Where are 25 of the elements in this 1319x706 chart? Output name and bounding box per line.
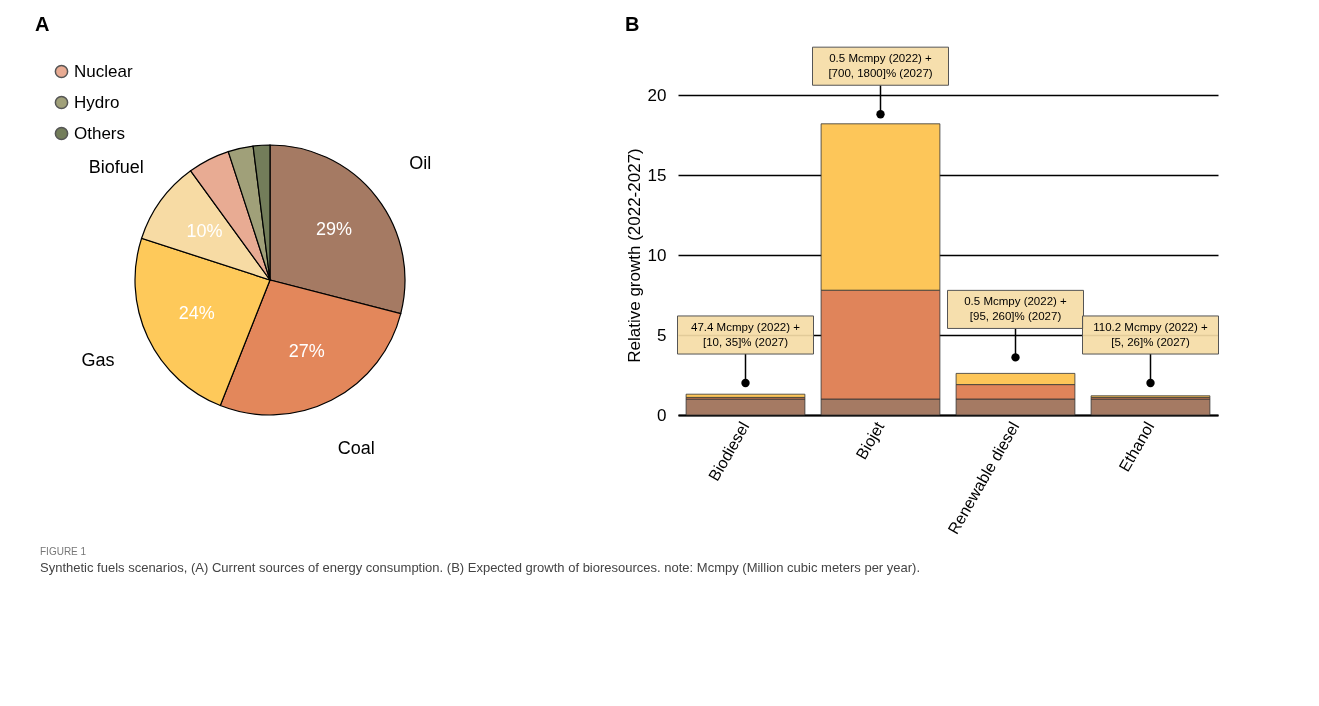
y-tick-label: 5 — [657, 325, 667, 345]
annotation: 0.5 Mcmpy (2022) + [700, 1800]% (2027) — [828, 52, 933, 80]
data-label: 10% — [186, 221, 223, 242]
text: Synthetic fuels scenarios, (A) Current sources of energy consumption. (B) Expected growth of bioresources. note: Mcmpy (Million cubic meters per year). — [40, 560, 922, 575]
chart-title: B — [625, 13, 640, 36]
annotation: 0.5 Mcmpy (2022) + [95, 260]% (2027) — [964, 295, 1068, 323]
chart-title: A — [35, 13, 50, 35]
slice-label: Gas — [81, 349, 115, 370]
data-label: 27% — [288, 341, 325, 362]
slice-label: Oil — [409, 152, 432, 173]
annotation: 47.4 Mcmpy (2022) + [10, 35]% (2027) — [691, 321, 801, 348]
caption: FIGURE 1 — [40, 546, 88, 557]
annotation: 110.2 Mcmpy (2022) + [5, 26]% (2027) — [1093, 321, 1209, 348]
y-axis-title: Relative growth (2022-2027) — [624, 148, 644, 363]
slice-label: Coal — [337, 438, 375, 459]
legend-label: Hydro — [74, 92, 120, 112]
y-tick-label: 0 — [657, 405, 667, 425]
legend-label: Nuclear — [74, 61, 133, 81]
slice-label: Biofuel — [88, 157, 144, 178]
data-label: 24% — [178, 303, 215, 324]
y-tick-label: 20 — [647, 85, 667, 105]
y-tick-label: 10 — [647, 245, 667, 265]
y-tick-label: 15 — [647, 165, 667, 185]
data-label: 29% — [315, 219, 353, 240]
legend-label: Others — [74, 123, 126, 143]
